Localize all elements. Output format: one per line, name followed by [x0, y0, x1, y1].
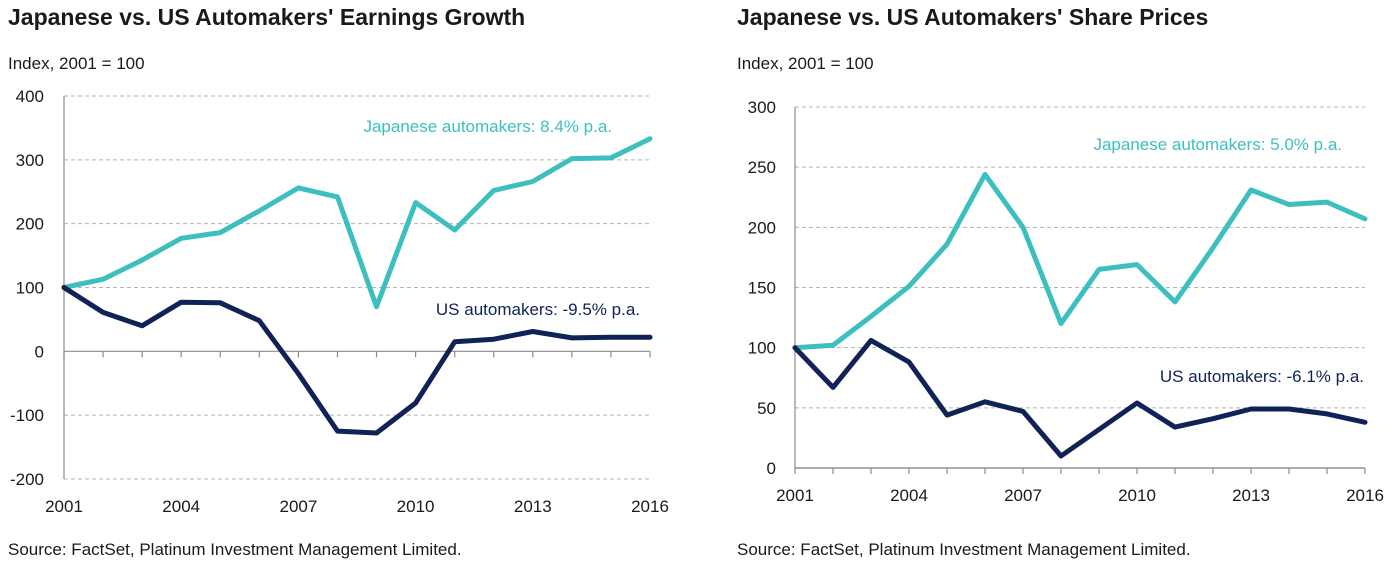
series-line-japanese: [792, 171, 1368, 351]
earnings-growth-plot: -200 -100 0 100 200 300 400 2001 2004 2007 2010 201…: [10, 87, 669, 516]
y-tick-label: 300: [748, 98, 776, 117]
series-line-us: [792, 337, 1368, 459]
share-prices-chart: Japanese vs. US Automakers' Share Prices…: [728, 0, 1396, 569]
x-tick-label: 2001: [776, 486, 814, 505]
chart-source: Source: FactSet, Platinum Investment Man…: [8, 540, 462, 559]
chart-subtitle: Index, 2001 = 100: [737, 54, 874, 73]
x-tick-label: 2013: [1232, 486, 1270, 505]
earnings-growth-chart: Japanese vs. US Automakers' Earnings Gro…: [0, 0, 690, 569]
series-label-us: US automakers: -6.1% p.a.: [1160, 367, 1364, 386]
series-line-japanese: [61, 136, 653, 310]
x-tick-label: 2007: [1004, 486, 1042, 505]
series-label-japanese: Japanese automakers: 8.4% p.a.: [363, 117, 612, 136]
series-label-us: US automakers: -9.5% p.a.: [436, 300, 640, 319]
x-tick-label: 2001: [45, 497, 83, 516]
y-tick-label: 200: [748, 218, 776, 237]
x-tick-label: 2007: [279, 497, 317, 516]
y-tick-label: 400: [16, 87, 44, 106]
x-tick-label: 2004: [890, 486, 928, 505]
y-tick-label: 0: [35, 342, 44, 361]
x-tick-label: 2010: [1118, 486, 1156, 505]
y-tick-label: 0: [767, 459, 776, 478]
y-tick-label: -100: [10, 406, 44, 425]
x-tick-label: 2016: [1346, 486, 1384, 505]
y-tick-label: 100: [16, 279, 44, 298]
x-tick-label: 2004: [162, 497, 200, 516]
x-tick-label: 2016: [631, 497, 669, 516]
chart-source: Source: FactSet, Platinum Investment Man…: [737, 540, 1191, 559]
chart-subtitle: Index, 2001 = 100: [8, 54, 145, 73]
y-tick-label: -200: [10, 470, 44, 489]
x-tick-label: 2013: [514, 497, 552, 516]
series-line-us: [61, 285, 653, 436]
chart-title: Japanese vs. US Automakers' Share Prices: [737, 4, 1209, 30]
chart-title: Japanese vs. US Automakers' Earnings Gro…: [8, 4, 526, 30]
y-tick-label: 50: [757, 399, 776, 418]
y-tick-label: 100: [748, 339, 776, 358]
y-tick-label: 200: [16, 215, 44, 234]
series-label-japanese: Japanese automakers: 5.0% p.a.: [1093, 135, 1342, 154]
y-tick-label: 150: [748, 279, 776, 298]
x-tick-label: 2010: [397, 497, 435, 516]
y-tick-label: 300: [16, 151, 44, 170]
y-tick-label: 250: [748, 158, 776, 177]
share-prices-plot: 0 50 100 150 200 250 300 2001 2004 2007 2010 2013 20…: [748, 98, 1384, 505]
